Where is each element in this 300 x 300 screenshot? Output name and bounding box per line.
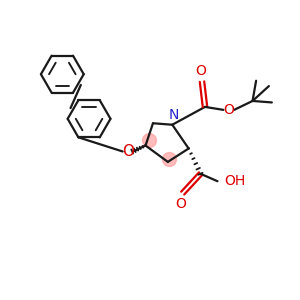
Text: O: O xyxy=(223,103,234,117)
Text: N: N xyxy=(169,108,179,122)
Text: OH: OH xyxy=(224,174,246,188)
Text: O: O xyxy=(122,144,134,159)
Text: O: O xyxy=(195,64,206,78)
Text: O: O xyxy=(175,197,186,211)
